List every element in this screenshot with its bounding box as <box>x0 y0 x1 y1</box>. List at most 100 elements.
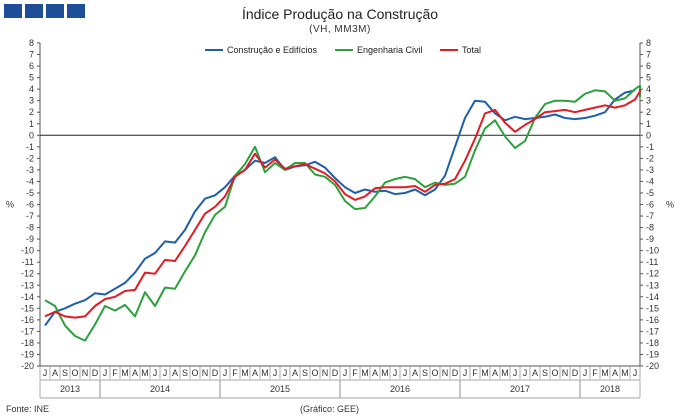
month-label: D <box>92 368 99 378</box>
legend-label-engenharia: Engenharia Civil <box>357 45 423 55</box>
y-tick-label-right: 5 <box>646 73 651 83</box>
y-tick-label-left: -17 <box>21 326 34 336</box>
month-label: S <box>302 368 308 378</box>
legend-label-total: Total <box>462 45 481 55</box>
chart-title: Índice Produção na Construção <box>241 6 439 22</box>
y-tick-label-left: -20 <box>21 361 34 371</box>
y-tick-label-left: -3 <box>26 165 34 175</box>
y-tick-label-left: 5 <box>29 73 34 83</box>
month-label: S <box>422 368 428 378</box>
month-label: J <box>403 368 408 378</box>
y-tick-label-right: 0 <box>646 130 651 140</box>
month-label: J <box>283 368 288 378</box>
y-tick-label-right: -1 <box>646 142 654 152</box>
y-tick-label-right: -8 <box>646 223 654 233</box>
y-tick-label-right: -20 <box>646 361 659 371</box>
month-label: N <box>442 368 449 378</box>
y-tick-label-right: -17 <box>646 326 659 336</box>
y-tick-label-right: -11 <box>646 257 658 267</box>
y-tick-label-right: 2 <box>646 107 651 117</box>
month-label: N <box>82 368 89 378</box>
y-tick-label-right: 7 <box>646 50 651 60</box>
y-tick-label-left: -16 <box>21 315 34 325</box>
brand-square <box>25 4 43 18</box>
month-label: O <box>431 368 438 378</box>
y-tick-label-left: -6 <box>26 200 34 210</box>
month-label: J <box>463 368 468 378</box>
month-label: O <box>311 368 318 378</box>
month-label: J <box>223 368 228 378</box>
month-label: A <box>172 368 178 378</box>
y-tick-label-left: -13 <box>21 280 34 290</box>
y-tick-label-right: -2 <box>646 153 654 163</box>
y-tick-label-right: -7 <box>646 211 654 221</box>
y-tick-label-left: 4 <box>29 84 34 94</box>
series-line-engenharia <box>44 84 641 342</box>
y-axis-label-left: % <box>6 200 14 210</box>
y-tick-label-left: 0 <box>29 130 34 140</box>
month-label: N <box>202 368 209 378</box>
y-tick-label-right: -4 <box>646 176 654 186</box>
series-line-total <box>44 89 641 319</box>
month-label: J <box>393 368 398 378</box>
month-label: M <box>141 368 149 378</box>
month-label: S <box>182 368 188 378</box>
month-label: F <box>472 368 478 378</box>
brand-square <box>46 4 64 18</box>
month-label: J <box>273 368 278 378</box>
month-label: O <box>191 368 198 378</box>
year-label: 2014 <box>150 384 170 394</box>
brand-squares <box>4 4 85 18</box>
month-label: M <box>241 368 249 378</box>
month-label: J <box>343 368 348 378</box>
y-tick-label-left: 2 <box>29 107 34 117</box>
brand-square <box>67 4 85 18</box>
y-tick-label-right: 1 <box>646 119 651 129</box>
y-tick-label-left: -12 <box>21 269 34 279</box>
month-label: J <box>153 368 158 378</box>
month-label: D <box>452 368 459 378</box>
month-label: F <box>592 368 598 378</box>
y-tick-label-right: -5 <box>646 188 654 198</box>
y-tick-label-left: -9 <box>26 234 34 244</box>
source-note: Fonte: INE <box>6 404 50 414</box>
y-tick-label-left: 8 <box>29 38 34 48</box>
month-label: O <box>71 368 78 378</box>
year-label: 2017 <box>510 384 530 394</box>
y-tick-label-left: -7 <box>26 211 34 221</box>
y-tick-label-right: -6 <box>646 200 654 210</box>
chart-subtitle: (VH, MM3M) <box>309 24 371 35</box>
month-label: M <box>501 368 509 378</box>
y-tick-label-right: -19 <box>646 349 659 359</box>
y-tick-label-left: -2 <box>26 153 34 163</box>
chart-credit: (Gráfico: GEE) <box>300 404 360 414</box>
y-tick-label-right: -3 <box>646 165 654 175</box>
y-tick-label-left: -11 <box>22 257 34 267</box>
month-label: A <box>292 368 298 378</box>
y-tick-label-left: -5 <box>26 188 34 198</box>
y-tick-label-left: -1 <box>26 142 34 152</box>
y-tick-label-left: 6 <box>29 61 34 71</box>
month-label: J <box>43 368 48 378</box>
month-label: M <box>121 368 129 378</box>
month-label: N <box>562 368 569 378</box>
month-label: A <box>372 368 378 378</box>
y-tick-label-left: -4 <box>26 176 34 186</box>
month-label: A <box>252 368 258 378</box>
y-tick-label-left: -8 <box>26 223 34 233</box>
month-label: A <box>412 368 418 378</box>
month-label: N <box>322 368 329 378</box>
month-label: M <box>481 368 489 378</box>
month-label: J <box>523 368 528 378</box>
y-tick-label-right: -9 <box>646 234 654 244</box>
month-label: M <box>361 368 369 378</box>
legend-label-construcao: Construção e Edifícios <box>227 45 318 55</box>
y-tick-label-right: -10 <box>646 246 659 256</box>
month-label: O <box>551 368 558 378</box>
month-label: M <box>381 368 389 378</box>
month-label: D <box>212 368 219 378</box>
month-label: M <box>261 368 269 378</box>
y-tick-label-right: -18 <box>646 338 659 348</box>
month-label: F <box>352 368 358 378</box>
